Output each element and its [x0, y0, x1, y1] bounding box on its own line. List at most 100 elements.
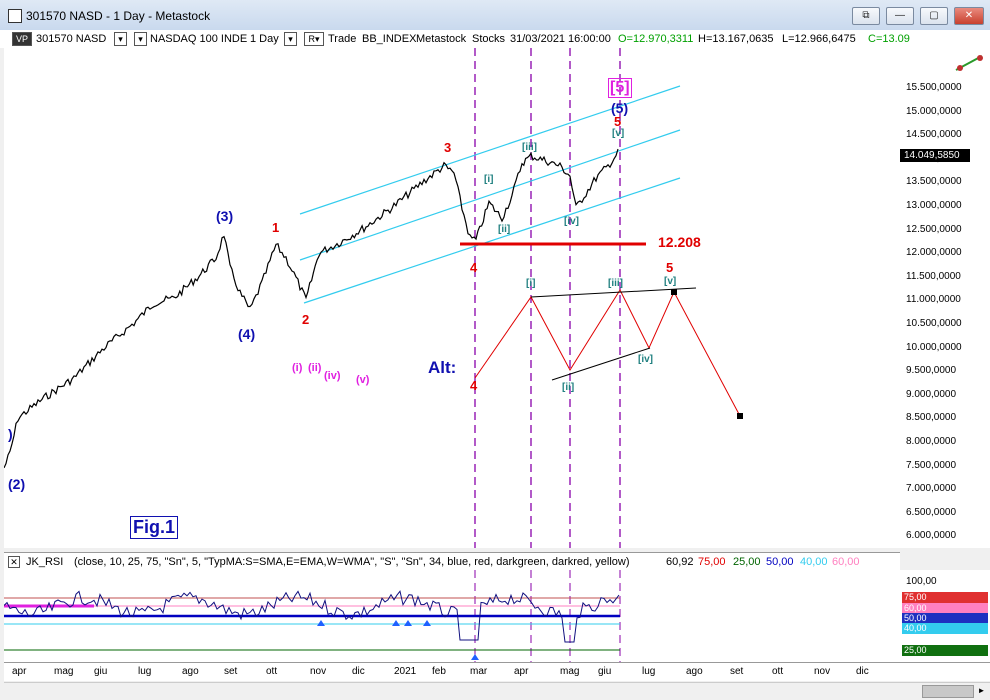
rsi-tag-25: 25,00: [902, 645, 988, 656]
close-indicator-icon[interactable]: ✕: [8, 556, 20, 568]
maximize-button[interactable]: ▢: [920, 7, 948, 25]
open-value: O=12.970,3311: [618, 33, 694, 45]
month-label: ott: [266, 666, 278, 677]
month-label: giu: [598, 666, 612, 677]
indicator-header: ✕ JK_RSI (close, 10, 25, 75, "Sn", 5, "T…: [4, 552, 900, 571]
price-chart-svg: [4, 48, 743, 548]
alt-lower-triangle: [551, 347, 651, 381]
scroll-right-icon[interactable]: ►: [977, 686, 986, 695]
vp-button[interactable]: VP: [12, 32, 32, 46]
instrument-name: NASDAQ 100 INDE: [150, 33, 248, 45]
channel-upper: [299, 85, 681, 215]
indicator-value: 60,92: [666, 556, 694, 568]
label-alt-iv: [iv]: [638, 354, 653, 365]
indicator-v40: 40,00: [800, 556, 828, 568]
price-axis-label: 11.000,0000: [906, 294, 961, 306]
price-axis-label: 8.000,0000: [906, 436, 957, 447]
rsi-svg: [4, 570, 621, 662]
app-icon: [8, 9, 22, 23]
restore-all-button[interactable]: ⧉: [852, 7, 880, 25]
trend-tool-icon[interactable]: [952, 50, 990, 76]
chart-toolbar: VP 301570 NASD ▾ ▾ NASDAQ 100 INDE 1 Day…: [0, 30, 990, 48]
close-button[interactable]: ✕: [954, 7, 984, 25]
indicator-v50: 50,00: [766, 556, 794, 568]
rsi-tag-40: 40,00: [902, 623, 988, 634]
last-price-tag: 14.049,5850: [900, 149, 970, 162]
window-title: 301570 NASD - 1 Day - Metastock: [26, 9, 211, 23]
label-iv: [iv]: [564, 216, 579, 227]
price-axis-label: 6.000,0000: [906, 530, 957, 542]
date-label: 31/03/2021: [510, 33, 566, 45]
rsi-panel[interactable]: [4, 570, 900, 662]
horizontal-scrollbar[interactable]: ►: [4, 682, 990, 699]
name-dropdown-icon[interactable]: ▾: [134, 32, 147, 46]
price-axis-label: 15.500,0000: [906, 82, 962, 93]
time-label: 16:00:00: [568, 33, 611, 45]
label-alt-iii: [iii]: [608, 278, 623, 289]
indicator-v75: 75,00: [698, 556, 726, 568]
month-label: apr: [514, 666, 529, 677]
price-axis-label: 11.500,0000: [906, 270, 961, 282]
channel-lower: [303, 177, 681, 304]
price-chart[interactable]: ) (2) (3) (4) (5) [5] 1 2 3 4 5 5 [i] [i…: [4, 48, 900, 548]
label-r4: 4: [470, 260, 478, 275]
label-r3: 3: [444, 140, 452, 155]
label-paren: ): [8, 426, 13, 442]
alt-upper-triangle: [530, 287, 697, 298]
high-value: H=13.167,0635: [698, 33, 774, 45]
label-w3: (3): [216, 208, 234, 224]
month-label: dic: [352, 666, 365, 677]
rsi-tag-50: 50,00: [902, 613, 988, 624]
price-axis-label: 10.500,0000: [906, 318, 962, 329]
label-alt: Alt:: [428, 358, 457, 377]
month-label: feb: [432, 666, 446, 677]
label-mini-v: (v): [356, 374, 370, 386]
rsi-tag-60: 60,00: [902, 603, 988, 614]
price-axis-label: 9.500,0000: [906, 365, 957, 377]
symbol-dropdown-icon[interactable]: ▾: [114, 32, 127, 46]
mode-button[interactable]: R▾: [304, 32, 324, 46]
label-alt-ii: [ii]: [562, 382, 575, 393]
label-mini-ii: (ii): [308, 362, 322, 374]
price-axis-label: 7.000,0000: [906, 483, 957, 495]
month-label: lug: [138, 666, 152, 677]
source-label: Metastock: [416, 33, 467, 45]
label-w4: (4): [238, 326, 256, 342]
price-axis: [900, 48, 990, 548]
close-value: C=13.09: [868, 33, 910, 45]
price-axis-label: 15.000,0000: [906, 105, 962, 117]
month-label: set: [730, 666, 744, 677]
period-label: 1 Day: [250, 33, 279, 45]
month-label: set: [224, 666, 238, 677]
month-label: dic: [856, 666, 869, 677]
indicator-params: (close, 10, 25, 75, "Sn", 5, "TypMA:S=SM…: [74, 556, 630, 568]
label-alt-i: [i]: [526, 278, 536, 289]
month-label: ago: [686, 666, 703, 677]
label-r5-alt: 5: [666, 260, 674, 275]
alt-projection: [474, 288, 741, 417]
price-axis-label: 12.000,0000: [906, 247, 962, 259]
figure-label: Fig.1: [130, 516, 179, 539]
minimize-button[interactable]: —: [886, 7, 914, 25]
title-bar: 301570 NASD - 1 Day - Metastock ⧉ — ▢ ✕: [0, 0, 990, 31]
price-axis-label: 13.500,0000: [906, 176, 962, 188]
month-label: mag: [560, 666, 580, 677]
label-iii: [iii]: [522, 142, 537, 153]
label-w5: (5): [611, 100, 629, 116]
label-alt-4: 4: [470, 378, 478, 393]
label-ii: [ii]: [498, 224, 511, 235]
price-axis-label: 12.500,0000: [906, 223, 962, 235]
label-alt-v: [v]: [664, 276, 677, 287]
price-axis-label: 13.000,0000: [906, 200, 962, 211]
month-label: nov: [814, 666, 831, 677]
label-w5b: [5]: [608, 78, 632, 98]
alt-marker-end: [737, 413, 743, 419]
month-label: 2021: [394, 666, 417, 677]
period-dropdown-icon[interactable]: ▾: [284, 32, 297, 46]
indicator-name: JK_RSI: [26, 556, 64, 568]
month-label: giu: [94, 666, 108, 677]
scroll-thumb[interactable]: [922, 685, 974, 698]
trade-label: Trade: [328, 33, 357, 45]
label-i: [i]: [484, 174, 494, 185]
type-label: Stocks: [472, 33, 506, 45]
